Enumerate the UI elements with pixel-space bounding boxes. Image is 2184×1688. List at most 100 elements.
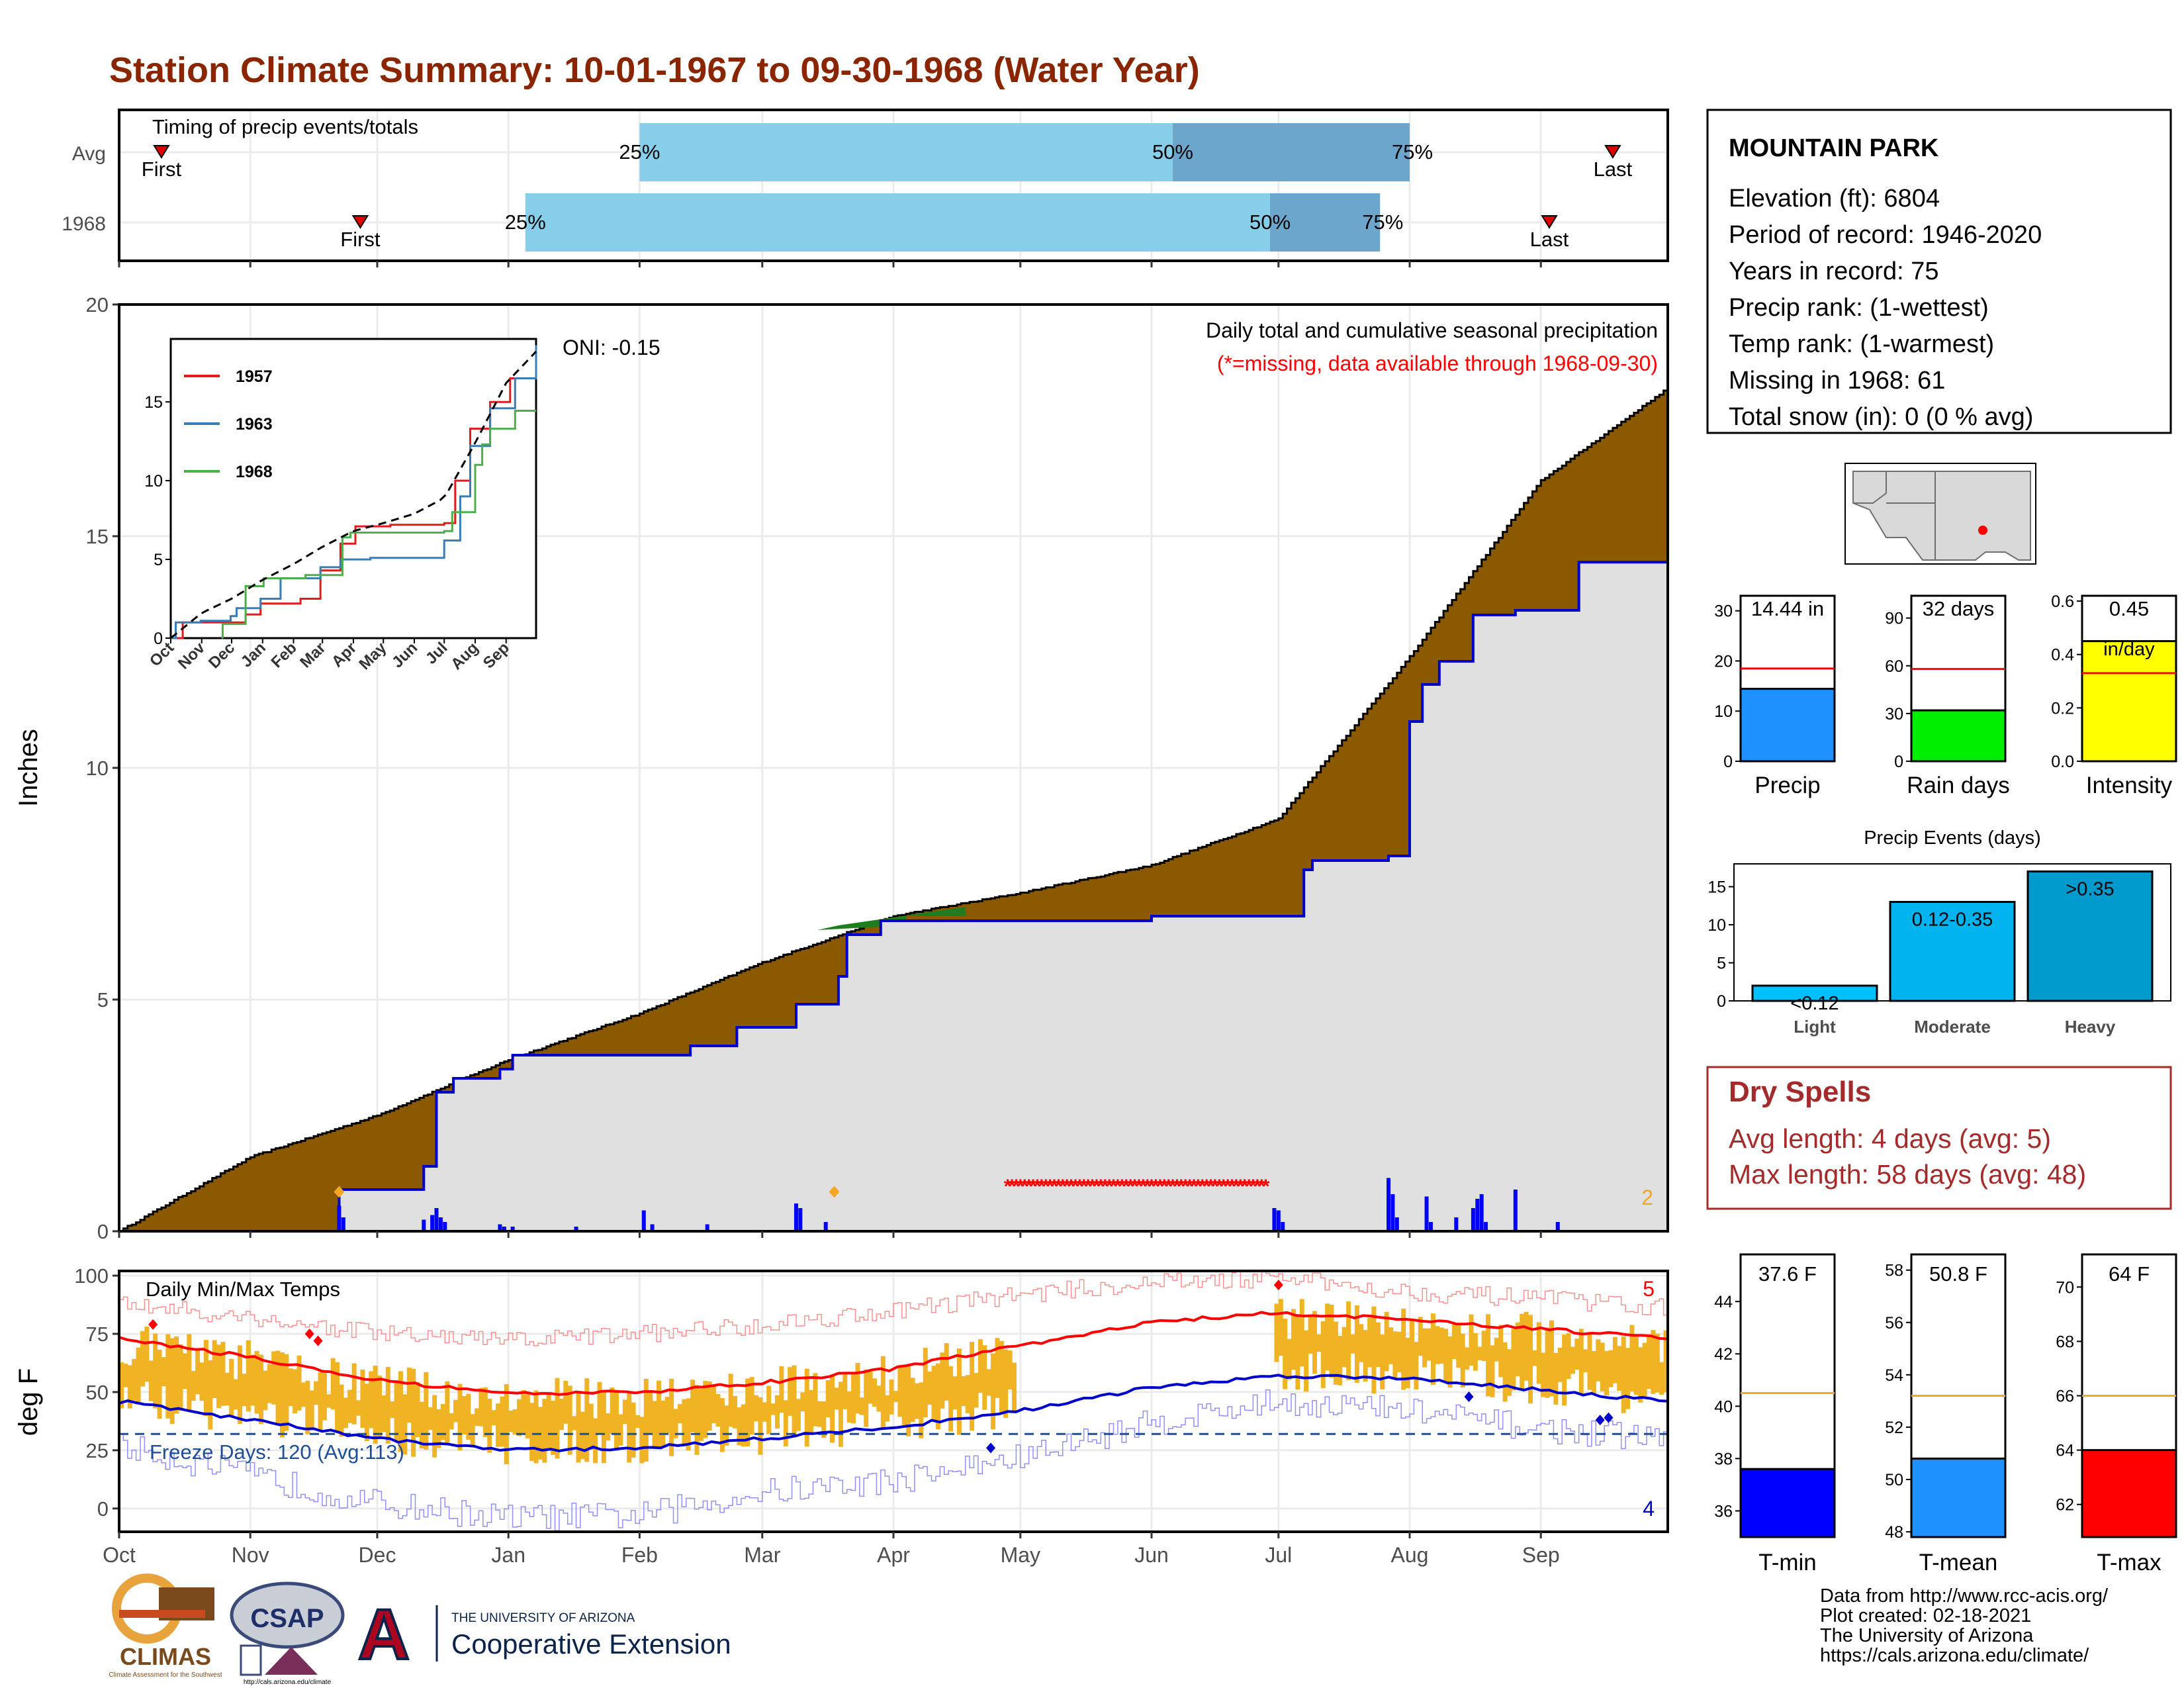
temp-daily-bar-132 <box>677 1404 682 1424</box>
timing-last-marker-Avg <box>1604 145 1621 159</box>
missing-marker-224: * <box>1063 1176 1071 1197</box>
missing-marker-217: * <box>1034 1176 1042 1197</box>
station-years: Years in record: 75 <box>1729 258 1939 285</box>
temp-daily-bar-39 <box>284 1354 289 1431</box>
temp-daily-bar-68 <box>406 1367 412 1423</box>
precip-panel: ****************************************… <box>14 293 1669 1243</box>
temp-ytick-label-0: 0 <box>97 1497 109 1521</box>
temp-summary-axis-label-T-mean: T-mean <box>1919 1550 1998 1575</box>
summary-value-label-Intensity: 0.45 <box>2109 597 2149 620</box>
temp-daily-bar-70 <box>415 1382 420 1438</box>
temp-daily-bar-78 <box>449 1413 454 1430</box>
temp-daily-bar-141 <box>715 1393 721 1427</box>
temp-daily-bar-326 <box>1498 1325 1504 1378</box>
missing-marker-267: * <box>1245 1176 1253 1197</box>
precip-daily-bar-4 <box>434 1208 439 1231</box>
avg-tmax-line <box>118 1311 1668 1396</box>
missing-marker-239: * <box>1126 1176 1134 1197</box>
climas-logo-band <box>119 1610 205 1618</box>
temp-daily-bar-297 <box>1375 1322 1381 1368</box>
temp-daily-bar-88 <box>491 1410 496 1426</box>
missing-marker-223: * <box>1059 1176 1067 1197</box>
precip-event-diamond-1 <box>829 1186 840 1198</box>
temp-daily-bar-61 <box>377 1376 382 1437</box>
temp-daily-bar-194 <box>940 1352 945 1409</box>
missing-marker-243: * <box>1144 1176 1152 1197</box>
station-frame <box>1706 109 2172 434</box>
events-tick-label-2: 10 <box>1707 916 1726 935</box>
missing-marker-269: * <box>1253 1176 1261 1197</box>
freeze-days-label: Freeze Days: 120 (Avg:113) <box>150 1440 404 1464</box>
summary-tick-label-2-1: 0.2 <box>2051 699 2074 718</box>
temp-daily-bar-313 <box>1443 1329 1449 1383</box>
temp-daily-bar-111 <box>588 1403 594 1450</box>
temp-daily-bar-325 <box>1494 1337 1499 1362</box>
temp-daily-bar-298 <box>1380 1335 1385 1389</box>
temp-daily-bar-327 <box>1502 1342 1508 1402</box>
temp-summary-bar-T-max <box>2081 1449 2177 1538</box>
missing-marker-220: * <box>1046 1176 1054 1197</box>
temp-summary-axis-label-T-min: T-min <box>1758 1550 1817 1575</box>
summary-tick-label-1-3: 90 <box>1885 610 1903 628</box>
timing-first-marker-Avg <box>153 145 170 159</box>
summary-tick-label-0-0: 0 <box>1723 753 1733 771</box>
page-title: Station Climate Summary: 10-01-1967 to 0… <box>109 50 1200 90</box>
temp-daily-bar-55 <box>351 1363 357 1425</box>
temp-daily-bar-182 <box>889 1380 894 1415</box>
temp-daily-bar-195 <box>944 1343 949 1401</box>
temp-daily-bar-205 <box>986 1369 991 1396</box>
temp-daily-bar-100 <box>542 1399 547 1463</box>
temp-daily-bar-145 <box>733 1396 738 1429</box>
temp-summary-tick-label-0-4: 44 <box>1714 1293 1733 1311</box>
temp-daily-bar-316 <box>1456 1323 1461 1368</box>
summary-tick-label-2-2: 0.4 <box>2051 646 2074 665</box>
temp-record-marker-4 <box>986 1442 996 1454</box>
temp-daily-bar-177 <box>868 1372 873 1404</box>
missing-marker-260: * <box>1215 1176 1223 1197</box>
climas-logo-text: CLIMAS <box>120 1643 211 1670</box>
temp-record-marker-0 <box>148 1319 158 1330</box>
csap-url: http://cals.arizona.edu/climate <box>244 1679 332 1686</box>
temp-daily-bar-118 <box>618 1414 623 1446</box>
temp-daily-bar-157 <box>783 1400 788 1446</box>
ua-cooperative-extension-logo: A THE UNIVERSITY OF ARIZONA Cooperative … <box>357 1593 731 1675</box>
month-label-Sep: Sep <box>1522 1543 1560 1567</box>
temp-daily-bar-291 <box>1350 1334 1355 1354</box>
station-snow: Total snow (in): 0 (0 % avg) <box>1729 403 2033 431</box>
temp-summary-tick-label-1-2: 52 <box>1885 1419 1903 1437</box>
temp-daily-bar-161 <box>800 1392 805 1412</box>
month-label-Mar: Mar <box>744 1543 780 1567</box>
temp-daily-bar-69 <box>411 1368 416 1457</box>
temp-daily-bar-82 <box>466 1393 471 1440</box>
station-name: MOUNTAIN PARK <box>1729 134 1939 162</box>
temp-summary-bars: 36 38 40 42 44 37.6 F T-min 48 50 52 54 56 58 50.8 F T… <box>1714 1253 2177 1575</box>
missing-marker-245: * <box>1152 1176 1160 1197</box>
missing-marker-258: * <box>1207 1176 1215 1197</box>
temp-daily-bar-128 <box>660 1400 666 1448</box>
temp-daily-bar-306 <box>1414 1342 1419 1389</box>
inset-ytick-label-2: 10 <box>144 472 163 491</box>
temp-daily-bar-0 <box>119 1362 124 1409</box>
temp-daily-bar-150 <box>754 1395 759 1422</box>
missing-marker-237: * <box>1118 1176 1126 1197</box>
precip-daily-bar-0 <box>337 1205 341 1231</box>
temp-daily-bar-338 <box>1549 1320 1554 1397</box>
missing-marker-218: * <box>1038 1176 1046 1197</box>
temp-daily-bar-308 <box>1422 1328 1428 1368</box>
temp-daily-bar-95 <box>521 1390 526 1433</box>
temp-daily-bar-320 <box>1473 1333 1478 1371</box>
temp-daily-bar-14 <box>178 1344 183 1411</box>
csap-mountain <box>265 1647 318 1675</box>
temp-daily-bar-284 <box>1320 1321 1326 1388</box>
missing-marker-250: * <box>1173 1176 1181 1197</box>
temp-daily-bar-67 <box>402 1394 408 1455</box>
temp-daily-bar-75 <box>436 1409 441 1448</box>
inset-line-average <box>170 350 537 639</box>
precip-daily-bar-24 <box>1428 1222 1433 1231</box>
precip-ytick-label-2: 10 <box>86 757 109 780</box>
precip-daily-bar-6 <box>443 1222 447 1231</box>
temp-daily-bar-294 <box>1363 1330 1368 1382</box>
precip-daily-bar-12 <box>650 1224 655 1231</box>
station-info-box: MOUNTAIN PARK Elevation (ft): 6804 Perio… <box>1706 109 2172 434</box>
